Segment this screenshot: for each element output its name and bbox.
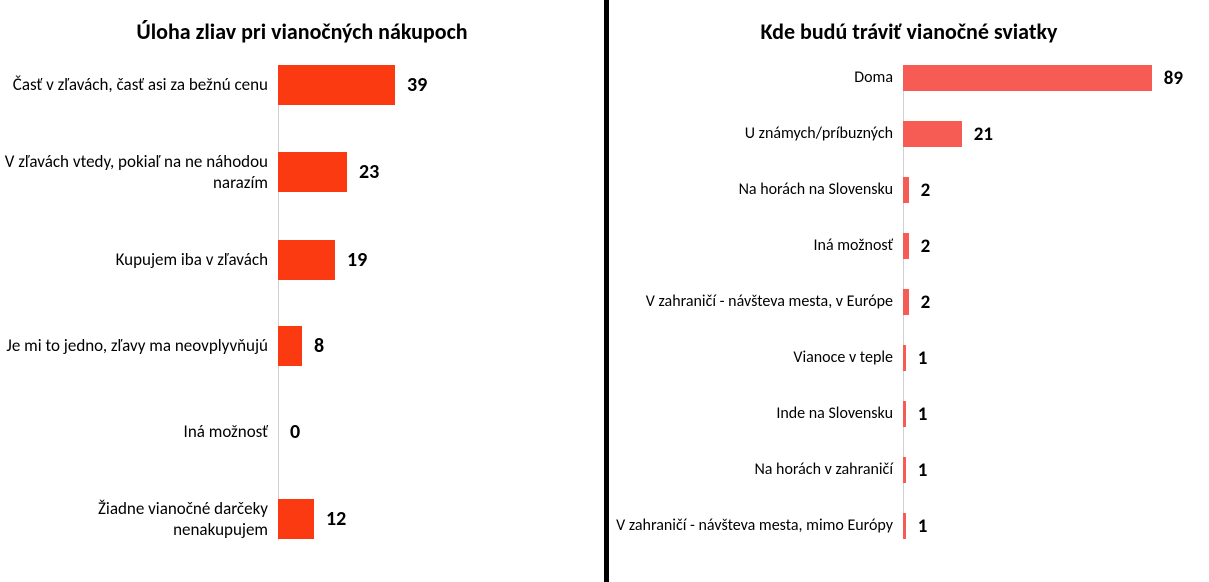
bar-row: Žiadne vianočné darčeky nenakupujem 12: [0, 498, 604, 541]
bar-value: 39: [407, 73, 427, 97]
bar-fill: [278, 240, 335, 280]
bar-fill: [903, 121, 962, 147]
bar-row: Na horách na Slovensku 2: [609, 177, 1209, 203]
bar-value: 19: [347, 248, 367, 272]
bar-fill: [903, 513, 906, 539]
right-chart-panel: Kde budú tráviť vianočné sviatky Doma 89 U…: [609, 0, 1209, 582]
bar-value: 1: [918, 347, 928, 370]
bar-row: Vianoce v teple 1: [609, 345, 1209, 371]
bar-row: Kupujem iba v zľavách 19: [0, 240, 604, 280]
bar-row: Iná možnosť 2: [609, 233, 1209, 259]
bar-value: 8: [314, 334, 324, 358]
bar-label: Iná možnosť: [0, 421, 278, 442]
bar-label: U známych/príbuzných: [609, 124, 903, 144]
bar-label: Vianoce v teple: [609, 348, 903, 368]
bar-label: Žiadne vianočné darčeky nenakupujem: [0, 498, 278, 541]
left-chart-panel: Úloha zliav pri vianočných nákupoch Časť…: [0, 0, 604, 582]
bar-value: 89: [1164, 67, 1183, 90]
bar-row: Doma 89: [609, 65, 1209, 91]
bar-track: 8: [278, 326, 578, 366]
bar-label: Na horách na Slovensku: [609, 180, 903, 200]
bar-value: 1: [918, 515, 928, 538]
bar-label: Iná možnosť: [609, 236, 903, 256]
bar-track: 39: [278, 65, 578, 105]
bar-value: 12: [326, 507, 346, 531]
bar-label: Je mi to jedno, zľavy ma neovplyvňujú: [0, 335, 278, 356]
bar-fill: [278, 65, 395, 105]
bar-row: Iná možnosť 0: [0, 412, 604, 452]
bar-fill: [903, 289, 909, 315]
bar-row: V zľavách vtedy, pokiaľ na ne náhodou na…: [0, 151, 604, 194]
bar-track: 1: [903, 457, 1183, 483]
bar-track: 2: [903, 177, 1183, 203]
bar-label: Kupujem iba v zľavách: [0, 249, 278, 270]
bar-value: 1: [918, 403, 928, 426]
bar-track: 1: [903, 345, 1183, 371]
bar-fill: [278, 326, 302, 366]
bar-fill: [903, 401, 906, 427]
bar-label: Doma: [609, 68, 903, 88]
bar-row: Je mi to jedno, zľavy ma neovplyvňujú 8: [0, 326, 604, 366]
bar-fill: [278, 152, 347, 192]
bar-fill: [903, 233, 909, 259]
bar-track: 0: [278, 412, 578, 452]
left-bars-area: Časť v zľavách, časť asi za bežnú cenu 39…: [0, 65, 604, 540]
bar-value: 0: [290, 420, 300, 444]
bar-track: 1: [903, 401, 1183, 427]
bar-label: Inde na Slovensku: [609, 404, 903, 424]
axis-line: [278, 65, 279, 540]
bar-label: Na horách v zahraničí: [609, 460, 903, 480]
bar-fill: [278, 499, 314, 539]
bar-row: Časť v zľavách, časť asi za bežnú cenu 39: [0, 65, 604, 105]
bar-value: 2: [921, 291, 931, 314]
bar-value: 1: [918, 459, 928, 482]
bar-fill: [903, 457, 906, 483]
bar-track: 1: [903, 513, 1183, 539]
bar-row: Na horách v zahraničí 1: [609, 457, 1209, 483]
bar-value: 23: [359, 160, 379, 184]
bar-row: V zahraničí - návšteva mesta, mimo Európ…: [609, 513, 1209, 539]
bar-track: 21: [903, 121, 1183, 147]
right-bars-area: Doma89U známych/príbuzných21Na horách na…: [609, 65, 1209, 539]
bar-value: 2: [921, 179, 931, 202]
bar-fill: [903, 65, 1152, 91]
bar-value: 2: [921, 235, 931, 258]
bar-label: V zahraničí - návšteva mesta, v Európe: [609, 292, 903, 312]
bar-label: V zľavách vtedy, pokiaľ na ne náhodou na…: [0, 151, 278, 194]
bar-label: V zahraničí - návšteva mesta, mimo Európ…: [609, 516, 903, 536]
bar-track: 2: [903, 233, 1183, 259]
bar-track: 2: [903, 289, 1183, 315]
bar-row: U známych/príbuzných 21: [609, 121, 1209, 147]
bar-fill: [903, 345, 906, 371]
bar-value: 21: [974, 123, 993, 146]
bar-row: V zahraničí - návšteva mesta, v Európe 2: [609, 289, 1209, 315]
bar-label: Časť v zľavách, časť asi za bežnú cenu: [0, 74, 278, 95]
bar-track: 23: [278, 152, 578, 192]
bar-track: 89: [903, 65, 1183, 91]
bar-fill: [903, 177, 909, 203]
right-chart-title: Kde budú tráviť vianočné sviatky: [609, 18, 1209, 45]
left-chart-title: Úloha zliav pri vianočných nákupoch: [0, 18, 604, 45]
bar-row: Inde na Slovensku 1: [609, 401, 1209, 427]
bar-track: 19: [278, 240, 578, 280]
bar-track: 12: [278, 499, 578, 539]
